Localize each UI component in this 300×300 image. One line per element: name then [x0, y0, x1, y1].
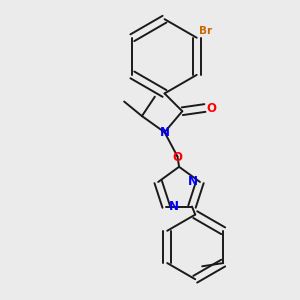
Text: O: O	[207, 101, 217, 115]
Text: N: N	[169, 200, 179, 213]
Text: N: N	[160, 126, 170, 139]
Text: O: O	[172, 151, 182, 164]
Text: Br: Br	[199, 26, 212, 36]
Text: N: N	[188, 176, 197, 188]
